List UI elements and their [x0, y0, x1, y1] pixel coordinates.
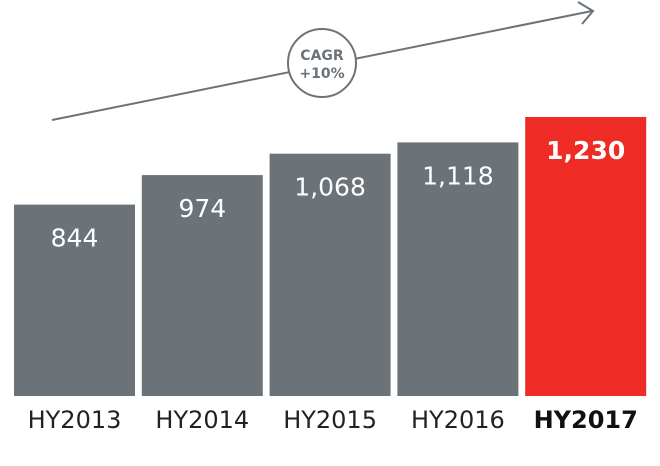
- trend-arrow-head: [577, 1, 595, 25]
- bar-value-label-hy2016: 1,118: [422, 161, 494, 190]
- bar-value-label-hy2015: 1,068: [294, 173, 366, 202]
- value-labels-group: 844 974 1,068 1,118 1,230: [51, 136, 626, 253]
- category-labels-group: HY2013 HY2014 HY2015 HY2016 HY2017: [28, 406, 638, 434]
- category-label-hy2017: HY2017: [534, 406, 638, 434]
- bar-value-label-hy2014: 974: [178, 194, 226, 223]
- cagr-badge-circle: [287, 28, 357, 98]
- bar-hy2017: [525, 117, 647, 396]
- category-label-hy2016: HY2016: [411, 406, 505, 434]
- category-label-hy2014: HY2014: [155, 406, 249, 434]
- bar-hy2016: [397, 142, 519, 396]
- cagr-badge-value: +10%: [299, 66, 344, 82]
- bar-hy2015: [269, 153, 391, 396]
- cagr-badge-label: CAGR: [300, 48, 344, 64]
- bar-hy2014: [141, 175, 263, 396]
- bar-value-label-hy2017: 1,230: [546, 136, 625, 165]
- bar-hy2013: [14, 204, 135, 396]
- category-label-hy2015: HY2015: [283, 406, 377, 434]
- bars-group: [14, 117, 647, 396]
- bar-value-label-hy2013: 844: [51, 224, 99, 253]
- category-label-hy2013: HY2013: [28, 406, 122, 434]
- cagr-annotation: CAGR +10%: [51, 1, 595, 121]
